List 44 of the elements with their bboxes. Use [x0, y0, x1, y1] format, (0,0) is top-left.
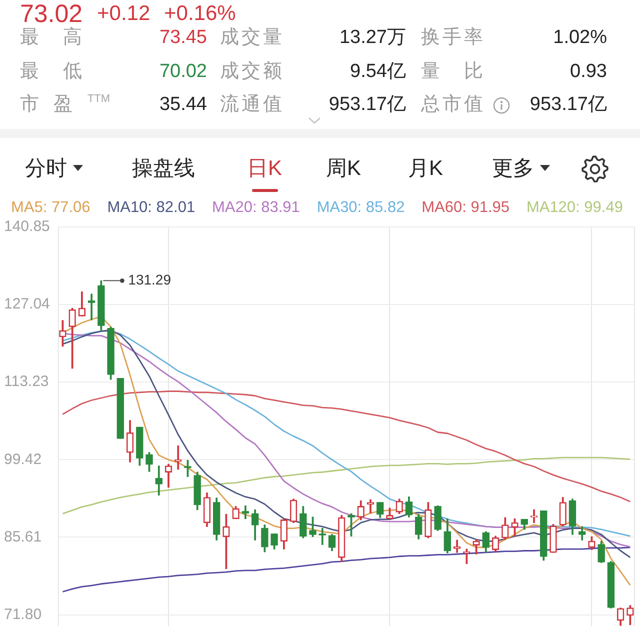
y-tick-label: 127.04	[4, 296, 50, 313]
text: 分时	[25, 156, 67, 182]
y-tick-label: 140.85	[4, 218, 50, 236]
text: MA60: 91.95	[422, 199, 510, 217]
text: +0.16%	[164, 1, 236, 27]
text: 操盘线	[132, 156, 195, 182]
annotation: 131.29	[128, 272, 172, 288]
candlestick	[88, 294, 96, 320]
y-tick-label: 113.23	[4, 373, 49, 390]
text: 日K	[247, 156, 282, 182]
text: 成交额	[220, 60, 282, 84]
text: 成交量	[220, 26, 282, 50]
candlestick	[530, 509, 538, 523]
text: 953.17亿	[530, 93, 607, 117]
text: 73.02	[20, 0, 83, 28]
text: 周K	[326, 156, 362, 182]
text: MA5: 77.06	[11, 199, 90, 217]
text: 最高	[20, 26, 82, 50]
candlestick	[318, 528, 326, 545]
y-tick-label: 99.42	[4, 450, 42, 468]
text: 9.54亿	[350, 60, 406, 84]
text: 13.27万	[339, 26, 406, 50]
text: 最低	[20, 60, 82, 84]
y-tick-label: 85.61	[4, 528, 42, 546]
text: MA120: 99.49	[526, 199, 623, 217]
text: 953.17亿	[328, 93, 406, 117]
text: 总市值	[421, 93, 483, 117]
text: 0.93	[570, 60, 607, 84]
y-tick-label: 71.80	[4, 606, 42, 623]
text: MA20: 83.91	[212, 199, 300, 217]
text: 1.02%	[553, 26, 607, 50]
text: MA10: 82.01	[107, 199, 196, 217]
text: MA30: 85.82	[316, 199, 405, 217]
candlestick	[463, 548, 470, 564]
text: 月K	[408, 156, 444, 182]
text: +0.12	[97, 1, 150, 27]
text: 流通值	[220, 93, 282, 117]
text: 35.44	[159, 93, 207, 117]
text: 市盈$^{TTM}$	[20, 93, 110, 117]
text: 73.45	[159, 26, 207, 50]
text: 量比	[421, 60, 483, 84]
text: 70.02	[159, 60, 207, 84]
text: 更多	[492, 156, 534, 182]
text: 换手率	[421, 26, 483, 50]
